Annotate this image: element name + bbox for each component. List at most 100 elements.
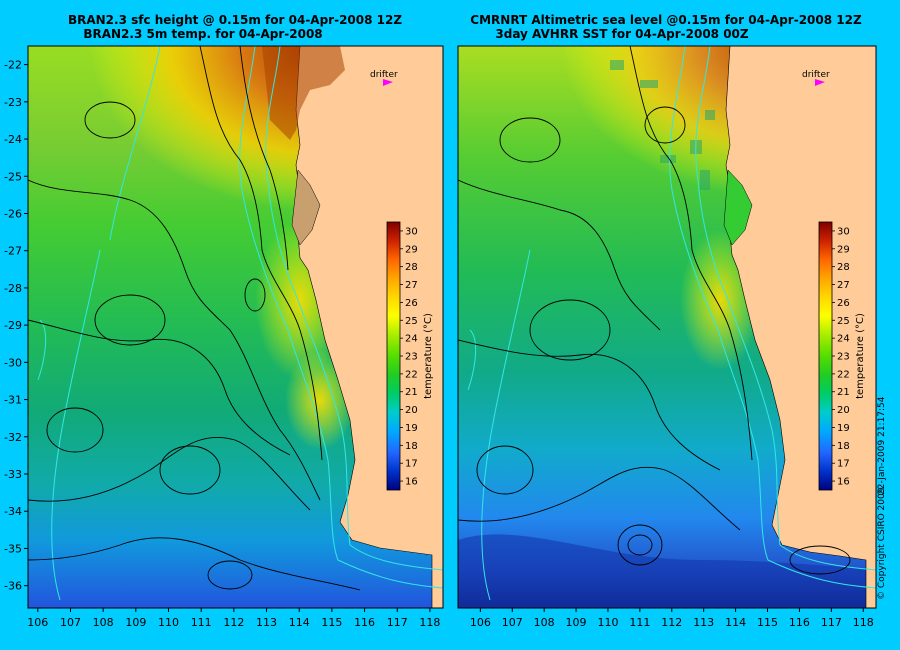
x-tick-label: 118 bbox=[419, 616, 440, 629]
colorbar-tick-label: 19 bbox=[837, 423, 850, 434]
x-tick-label: 106 bbox=[27, 616, 48, 629]
colorbar-tick-label: 22 bbox=[405, 369, 418, 380]
colorbar-tick-label: 17 bbox=[405, 459, 418, 470]
right-cold-water bbox=[458, 534, 876, 608]
colorbar-gradient bbox=[818, 221, 833, 491]
x-tick-label: 110 bbox=[597, 616, 618, 629]
x-tick-label: 115 bbox=[321, 616, 342, 629]
colorbar-tick-label: 24 bbox=[837, 334, 850, 345]
x-tick-label: 114 bbox=[289, 616, 310, 629]
colorbar-tick-label: 28 bbox=[405, 262, 418, 273]
x-tick-label: 113 bbox=[693, 616, 714, 629]
colorbar-tick-label: 20 bbox=[837, 405, 850, 416]
x-tick-label: 113 bbox=[256, 616, 277, 629]
right-drifter-label: drifter bbox=[802, 70, 830, 80]
colorbar-tick-label: 23 bbox=[837, 352, 850, 363]
colorbar-tick-label: 28 bbox=[837, 262, 850, 273]
y-tick-label: -27 bbox=[4, 245, 22, 258]
colorbar-tick-label: 17 bbox=[837, 459, 850, 470]
y-tick-label: -25 bbox=[4, 170, 22, 183]
right-map-frame bbox=[457, 45, 877, 609]
left-x-axis: 106 107 108 109 110 111 112 113 114 115 116 117 118 bbox=[27, 608, 440, 629]
timestamp-text: 22-Jan-2009 21:17:54 bbox=[877, 396, 887, 495]
colorbar-label: temperature (°C) bbox=[423, 313, 434, 399]
x-tick-label: 107 bbox=[60, 616, 81, 629]
x-tick-label: 112 bbox=[661, 616, 682, 629]
x-tick-label: 109 bbox=[566, 616, 587, 629]
left-map-frame bbox=[27, 45, 444, 609]
left-shark-bay bbox=[291, 169, 321, 246]
x-tick-label: 117 bbox=[387, 616, 408, 629]
y-tick-label: -28 bbox=[4, 282, 22, 295]
x-tick-label: 111 bbox=[191, 616, 212, 629]
colorbar-tick-label: 23 bbox=[405, 352, 418, 363]
x-tick-label: 116 bbox=[789, 616, 810, 629]
x-tick-label: 108 bbox=[534, 616, 555, 629]
colorbar-gradient bbox=[386, 221, 401, 491]
right-bathymetry-lines bbox=[467, 46, 876, 601]
left-title-line2: BRAN2.3 5m temp. for 04-Apr-2008 bbox=[83, 27, 322, 41]
x-tick-label: 108 bbox=[93, 616, 114, 629]
y-tick-label: -33 bbox=[4, 468, 22, 481]
y-tick-label: -23 bbox=[4, 96, 22, 109]
y-tick-label: -30 bbox=[4, 356, 22, 369]
x-tick-label: 116 bbox=[354, 616, 375, 629]
right-map-panel: CMRNRT Altimetric sea level @0.15m for 0… bbox=[457, 13, 877, 629]
colorbar-tick-label: 26 bbox=[405, 298, 418, 309]
left-map-panel: BRAN2.3 sfc height @ 0.15m for 04-Apr-20… bbox=[4, 13, 444, 629]
colorbar-tick-label: 18 bbox=[405, 441, 418, 452]
y-tick-label: -35 bbox=[4, 542, 22, 555]
x-tick-label: 114 bbox=[725, 616, 746, 629]
x-tick-label: 115 bbox=[757, 616, 778, 629]
colorbar-tick-label: 29 bbox=[405, 244, 418, 255]
copyright-text: © Copyright CSIRO 2009 bbox=[877, 487, 887, 600]
left-title-line1: BRAN2.3 sfc height @ 0.15m for 04-Apr-20… bbox=[68, 13, 402, 27]
x-tick-label: 106 bbox=[470, 616, 491, 629]
right-drifter-marker bbox=[815, 79, 825, 86]
left-y-axis: -22 -23 -24 -25 -26 -27 -28 -29 -30 -31 -32 -33 -34 -… bbox=[4, 59, 28, 593]
x-tick-label: 111 bbox=[629, 616, 650, 629]
colorbar-tick-label: 25 bbox=[405, 316, 418, 327]
colorbar-tick-label: 16 bbox=[837, 477, 850, 488]
right-x-axis: 106 107 108 109 110 111 112 113 114 115 116 117 118 bbox=[470, 608, 874, 629]
left-drifter-label: drifter bbox=[370, 70, 398, 80]
right-colorbar: 30 29 28 27 26 25 24 23 22 21 20 19 18 17 16 temperatur… bbox=[815, 216, 873, 496]
y-tick-label: -24 bbox=[4, 133, 22, 146]
x-tick-label: 118 bbox=[853, 616, 874, 629]
colorbar-tick-label: 19 bbox=[405, 423, 418, 434]
y-tick-label: -26 bbox=[4, 207, 22, 220]
y-tick-label: -34 bbox=[4, 505, 22, 518]
colorbar-tick-label: 30 bbox=[405, 226, 418, 237]
right-sea-level-contours bbox=[458, 46, 851, 575]
x-tick-label: 117 bbox=[821, 616, 842, 629]
x-tick-label: 109 bbox=[125, 616, 146, 629]
left-bathymetry-lines bbox=[37, 46, 443, 601]
colorbar-tick-label: 27 bbox=[405, 280, 418, 291]
colorbar-tick-label: 30 bbox=[837, 226, 850, 237]
x-tick-label: 107 bbox=[502, 616, 523, 629]
colorbar-tick-label: 18 bbox=[837, 441, 850, 452]
y-tick-label: -32 bbox=[4, 431, 22, 444]
colorbar-tick-label: 21 bbox=[405, 387, 418, 398]
y-tick-label: -36 bbox=[4, 580, 22, 593]
right-title-line2: 3day AVHRR SST for 04-Apr-2008 00Z bbox=[495, 27, 749, 41]
colorbar-tick-label: 25 bbox=[837, 316, 850, 327]
right-title-line1: CMRNRT Altimetric sea level @0.15m for 0… bbox=[470, 13, 862, 27]
x-tick-label: 112 bbox=[223, 616, 244, 629]
x-tick-label: 110 bbox=[158, 616, 179, 629]
left-sea-height-contours bbox=[28, 46, 361, 591]
colorbar-tick-label: 29 bbox=[837, 244, 850, 255]
left-colorbar: 30 29 28 27 26 25 24 23 22 21 20 19 18 17 16 temperatur… bbox=[383, 216, 441, 496]
colorbar-tick-label: 26 bbox=[837, 298, 850, 309]
y-tick-label: -29 bbox=[4, 319, 22, 332]
colorbar-label: temperature (°C) bbox=[855, 313, 866, 399]
y-tick-label: -22 bbox=[4, 59, 22, 72]
colorbar-tick-label: 24 bbox=[405, 334, 418, 345]
y-tick-label: -31 bbox=[4, 394, 22, 407]
right-shark-bay bbox=[723, 169, 753, 246]
colorbar-tick-label: 21 bbox=[837, 387, 850, 398]
left-drifter-marker bbox=[383, 79, 393, 86]
colorbar-tick-label: 27 bbox=[837, 280, 850, 291]
colorbar-tick-label: 22 bbox=[837, 369, 850, 380]
